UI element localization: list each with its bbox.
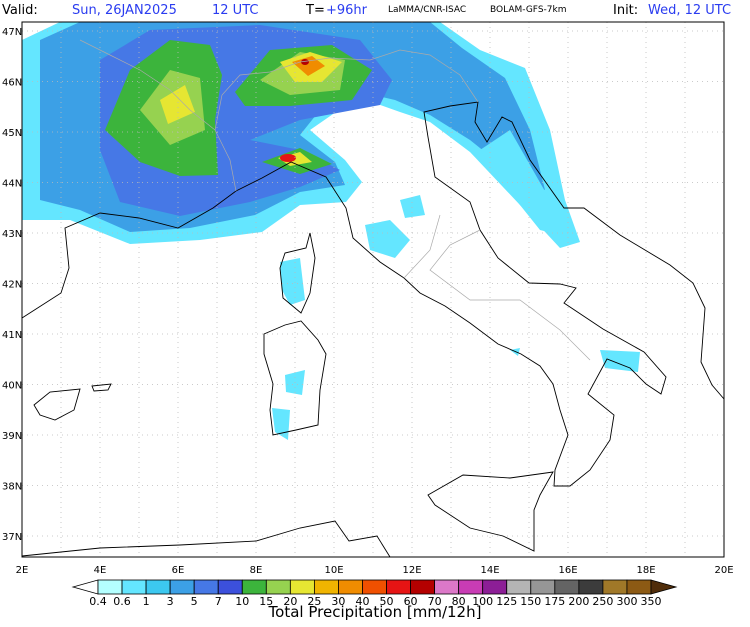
legend-swatch [241,579,267,595]
lat-label: 38N [2,482,22,493]
lon-label: 10E [324,565,343,576]
legend-label: 5 [191,595,198,608]
lon-label: 2E [16,565,29,576]
legend-label: 80 [452,595,466,608]
legend-label: 0.6 [113,595,131,608]
lat-label: 42N [2,280,22,291]
legend-label: 20 [283,595,297,608]
lat-label: 47N [2,27,22,38]
source: LaMMA/CNR-ISAC [388,5,466,15]
coastlines [21,101,725,558]
lead-label: T= [305,3,325,18]
legend-label: 25 [307,595,321,608]
legend-label: 350 [641,595,662,608]
legend-swatch [193,579,219,595]
legend-label: 1 [143,595,150,608]
lon-label: 12E [402,565,421,576]
lat-label: 46N [2,78,22,89]
lon-label: 14E [480,565,499,576]
legend-swatch [506,579,532,595]
model: BOLAM-GFS-7km [490,5,566,15]
legend-title: Total Precipitation [mm/12h] [268,603,482,621]
lat-label: 45N [2,128,22,139]
legend-label: 70 [428,595,442,608]
legend-label: 125 [496,595,517,608]
legend-label: 300 [616,595,637,608]
lon-label: 4E [94,565,107,576]
legend-swatch [169,579,195,595]
lat-label: 37N [2,532,22,543]
lat-label: 44N [2,179,22,190]
legend-label: 200 [568,595,589,608]
lon-label: 16E [558,565,577,576]
legend-label: 100 [472,595,493,608]
legend-label: 10 [235,595,249,608]
legend-swatch [121,579,147,595]
valid-label: Valid: [2,3,38,18]
legend-label: 175 [544,595,565,608]
legend-label: 0.4 [89,595,107,608]
legend-swatch [626,579,652,595]
legend-swatch [602,579,628,595]
lon-label: 18E [636,565,655,576]
valid-date: Sun, 26JAN2025 [72,3,177,18]
lon-label: 6E [172,565,185,576]
legend-swatch [530,579,556,595]
legend-arrow-left [71,579,99,595]
legend-swatch [313,579,339,595]
legend-label: 3 [167,595,174,608]
legend-swatch [338,579,363,595]
legend-label: 40 [355,595,369,608]
lon-label: 20E [714,565,733,576]
lat-label: 43N [2,229,22,240]
borders [79,39,591,361]
legend-label: 150 [520,595,541,608]
valid-time: 12 UTC [212,3,258,18]
legend-swatch [578,579,604,595]
legend-swatch [362,579,387,595]
legend-label: 250 [592,595,613,608]
legend-label: 50 [380,595,394,608]
lon-label: 8E [250,565,263,576]
grid [22,22,724,557]
legend-swatch [265,579,291,595]
legend-swatch [410,579,436,595]
lead: +96hr [326,3,368,18]
legend-swatch [482,579,508,595]
legend-swatch [145,579,171,595]
legend-label: 7 [215,595,222,608]
map: 47N 46N 45N 44N 43N 42N 41N 40N 39N 38N 37N 2E 4E 6E 8… [2,21,734,576]
legend-swatch [289,579,315,595]
legend: Total Precipitation [mm/12h] 0.4 0.6 1 3 5 7 1… [71,579,678,621]
init: Wed, 12 UTC [648,3,731,18]
precipitation [22,22,640,440]
init-label: Init: [613,3,638,18]
legend-label: 15 [259,595,273,608]
legend-swatch [554,579,580,595]
legend-swatch [434,579,460,595]
legend-label: 60 [404,595,418,608]
legend-label: 30 [331,595,345,608]
lat-label: 40N [2,381,22,392]
legend-swatch [217,579,243,595]
legend-swatch [97,579,123,595]
legend-arrow-right [650,579,678,595]
lat-label: 41N [2,330,22,341]
legend-swatch [386,579,411,595]
legend-swatch [458,579,484,595]
lat-label: 39N [2,431,22,442]
